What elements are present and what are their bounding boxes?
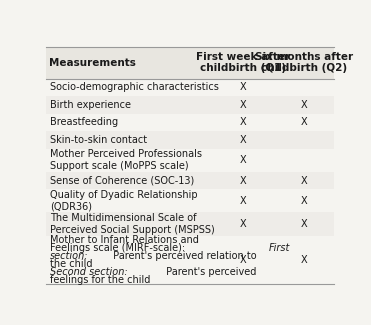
Text: Skin-to-skin contact: Skin-to-skin contact	[50, 135, 147, 145]
Bar	[46, 96, 334, 114]
Text: X: X	[239, 219, 246, 229]
Text: Second section:: Second section:	[50, 267, 128, 277]
Text: Feelings scale (MIRF-scale):: Feelings scale (MIRF-scale):	[50, 243, 188, 253]
Text: Parent's perceived relation to: Parent's perceived relation to	[110, 251, 257, 261]
Text: X: X	[301, 196, 307, 206]
Text: feelings for the child: feelings for the child	[50, 275, 150, 285]
Text: X: X	[301, 100, 307, 110]
Text: X: X	[301, 219, 307, 229]
Bar	[46, 149, 334, 172]
Text: Birth experience: Birth experience	[50, 100, 131, 110]
Text: Mother Perceived Professionals
Support scale (MoPPS scale): Mother Perceived Professionals Support s…	[50, 150, 202, 171]
Text: Mother to Infant Relations and: Mother to Infant Relations and	[50, 235, 199, 245]
Text: X: X	[239, 117, 246, 127]
Text: X: X	[239, 176, 246, 186]
Text: The Multidimensional Scale of
Perceived Social Support (MSPSS): The Multidimensional Scale of Perceived …	[50, 213, 214, 235]
Text: X: X	[239, 82, 246, 92]
Text: section:: section:	[50, 251, 88, 261]
Bar	[46, 236, 334, 284]
Text: First: First	[269, 243, 290, 253]
Text: X: X	[301, 255, 307, 265]
Text: First week after
childbirth (Q1): First week after childbirth (Q1)	[196, 52, 290, 73]
Text: X: X	[239, 135, 246, 145]
Text: Socio-demographic characteristics: Socio-demographic characteristics	[50, 82, 219, 92]
Text: Sense of Coherence (SOC-13): Sense of Coherence (SOC-13)	[50, 176, 194, 186]
Text: X: X	[239, 196, 246, 206]
Text: X: X	[301, 176, 307, 186]
Bar	[46, 131, 334, 149]
Text: X: X	[301, 117, 307, 127]
Text: X: X	[239, 255, 246, 265]
Bar	[46, 189, 334, 213]
Bar	[46, 114, 334, 131]
Bar	[46, 172, 334, 189]
Bar	[46, 213, 334, 236]
Text: Six months after
childbirth (Q2): Six months after childbirth (Q2)	[255, 52, 353, 73]
Text: Breastfeeding: Breastfeeding	[50, 117, 118, 127]
Bar	[46, 46, 334, 79]
Text: X: X	[239, 155, 246, 165]
Text: Parent's perceived: Parent's perceived	[163, 267, 256, 277]
Text: X: X	[239, 100, 246, 110]
Text: the child: the child	[50, 259, 92, 269]
Text: Quality of Dyadic Relationship
(QDR36): Quality of Dyadic Relationship (QDR36)	[50, 190, 197, 212]
Text: Measurements: Measurements	[49, 58, 136, 68]
Bar	[46, 79, 334, 96]
